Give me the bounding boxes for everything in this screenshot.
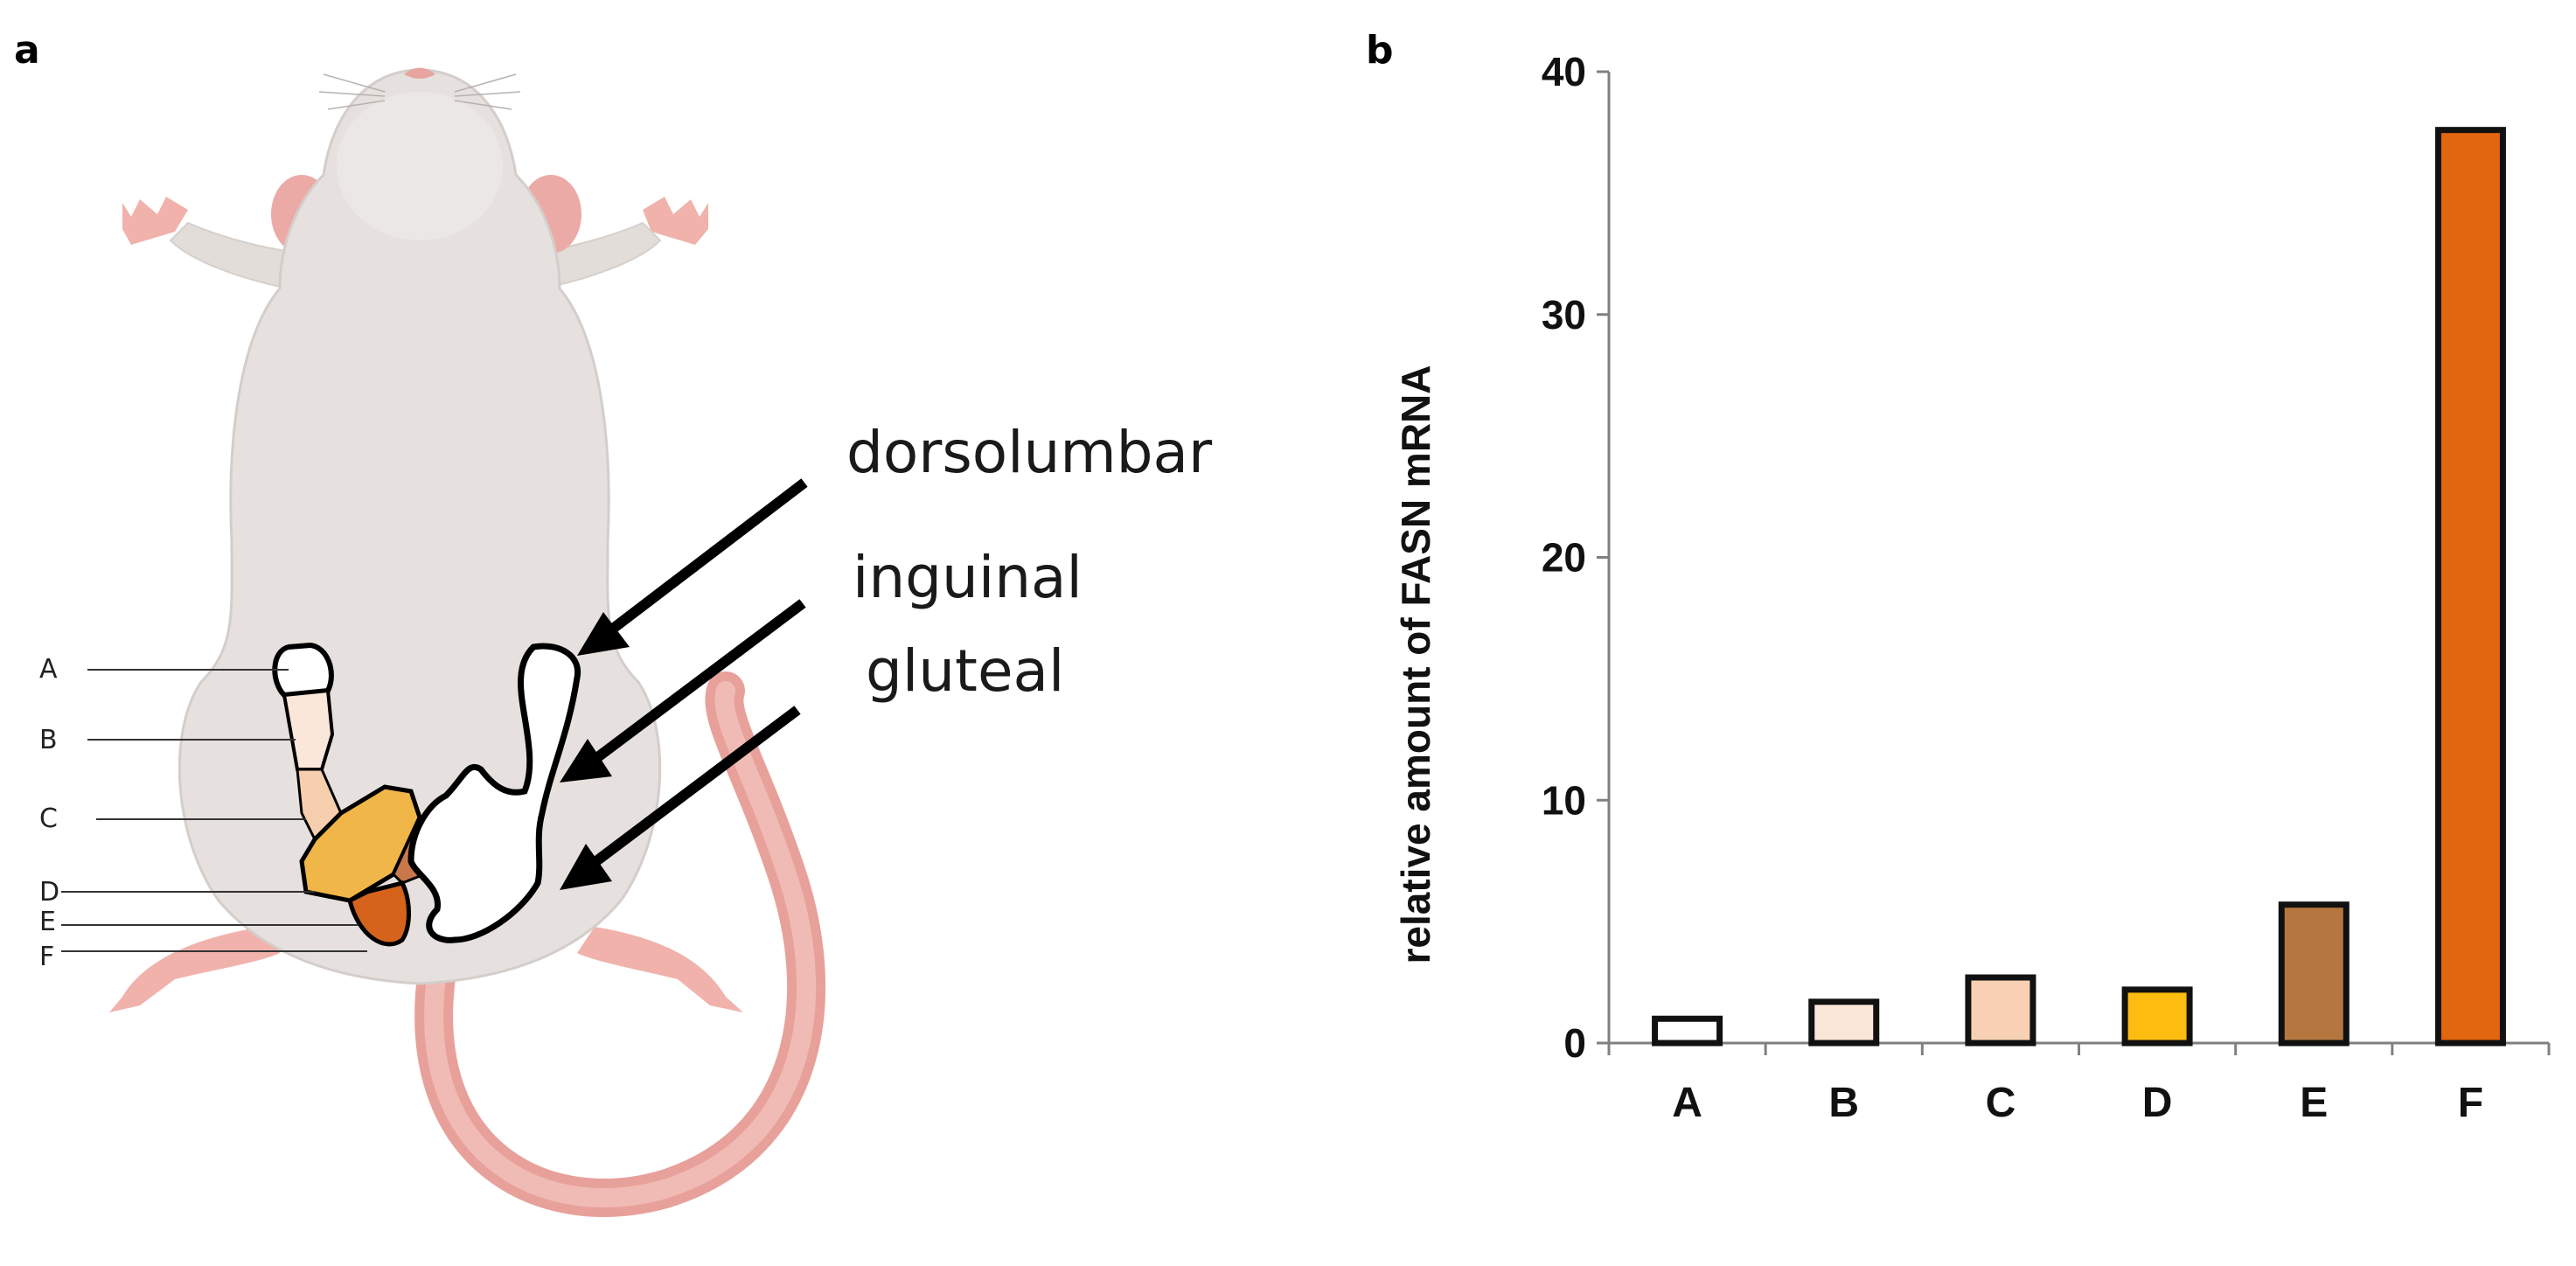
region-letter-B: B [39,725,58,755]
arrow-dorsolumbar [591,478,808,647]
left-arm [169,221,308,290]
region-letter-E: E [39,907,56,937]
panel-b: b relative amount of FASN mRNA 0 10 20 30 40… [1366,28,2551,1126]
x-category-label-A: A [1672,1080,1702,1126]
bars [1652,127,2506,1047]
region-F [347,880,411,947]
bar-B [1808,998,1880,1047]
leader-lines [61,669,367,952]
x-category-label-E: E [2300,1080,2328,1126]
arrow-gluteal [575,706,801,879]
y-ticks: 0 10 20 30 40 [1542,49,1609,1066]
arrow-dorsolumbar-head [577,612,630,656]
x-category-label-D: D [2142,1080,2173,1126]
left-hind-foot [109,927,280,1012]
bar-C [1965,974,2036,1047]
x-category-label-B: B [1828,1080,1859,1126]
y-axis-title: relative amount of FASN mRNA [1393,365,1438,964]
arrows [560,478,808,890]
mouse-nose [404,67,435,79]
bar-E [2278,901,2350,1047]
mouse-head [337,92,503,240]
panel-a-letter: a [14,28,40,73]
label-gluteal: gluteal [866,637,1064,705]
panel-b-letter: b [1366,28,1394,73]
x-ticks [1607,1043,2551,1055]
bar-D [2121,986,2193,1047]
y-tick-label: 40 [1542,49,1586,94]
x-category-label-F: F [2458,1080,2483,1126]
arrow-inguinal [578,599,806,774]
adipose-regions-left [272,642,426,947]
region-letter-D: D [39,877,59,908]
left-front-paw [122,197,188,245]
y-tick-label: 10 [1542,777,1586,823]
panel-a: a [14,28,1213,1217]
mouse-illustration [61,67,826,1217]
bar-chart: 0 10 20 30 40 A B C D E F [1542,49,2551,1126]
y-tick-label: 30 [1542,292,1586,337]
depot-outline-right [407,643,581,943]
bar-F [2434,127,2506,1047]
arrow-inguinal-head [560,739,612,783]
right-front-paw [643,197,708,245]
y-tick-label: 0 [1563,1020,1586,1066]
whiskers [318,73,521,110]
y-tick-label: 20 [1542,535,1586,581]
x-category-label-C: C [1986,1080,2016,1126]
label-dorsolumbar: dorsolumbar [846,419,1213,486]
bar-A [1652,1015,1723,1047]
region-letter-C: C [39,803,58,834]
region-B [282,688,335,771]
arrow-gluteal-head [560,844,612,890]
region-letter-A: A [39,654,58,685]
right-hind-foot [577,927,743,1012]
region-letter-F: F [39,942,54,972]
category-labels: A B C D E F [1672,1080,2483,1126]
label-inguinal: inguinal [853,544,1083,611]
mouse-tail-inner [424,681,817,1207]
